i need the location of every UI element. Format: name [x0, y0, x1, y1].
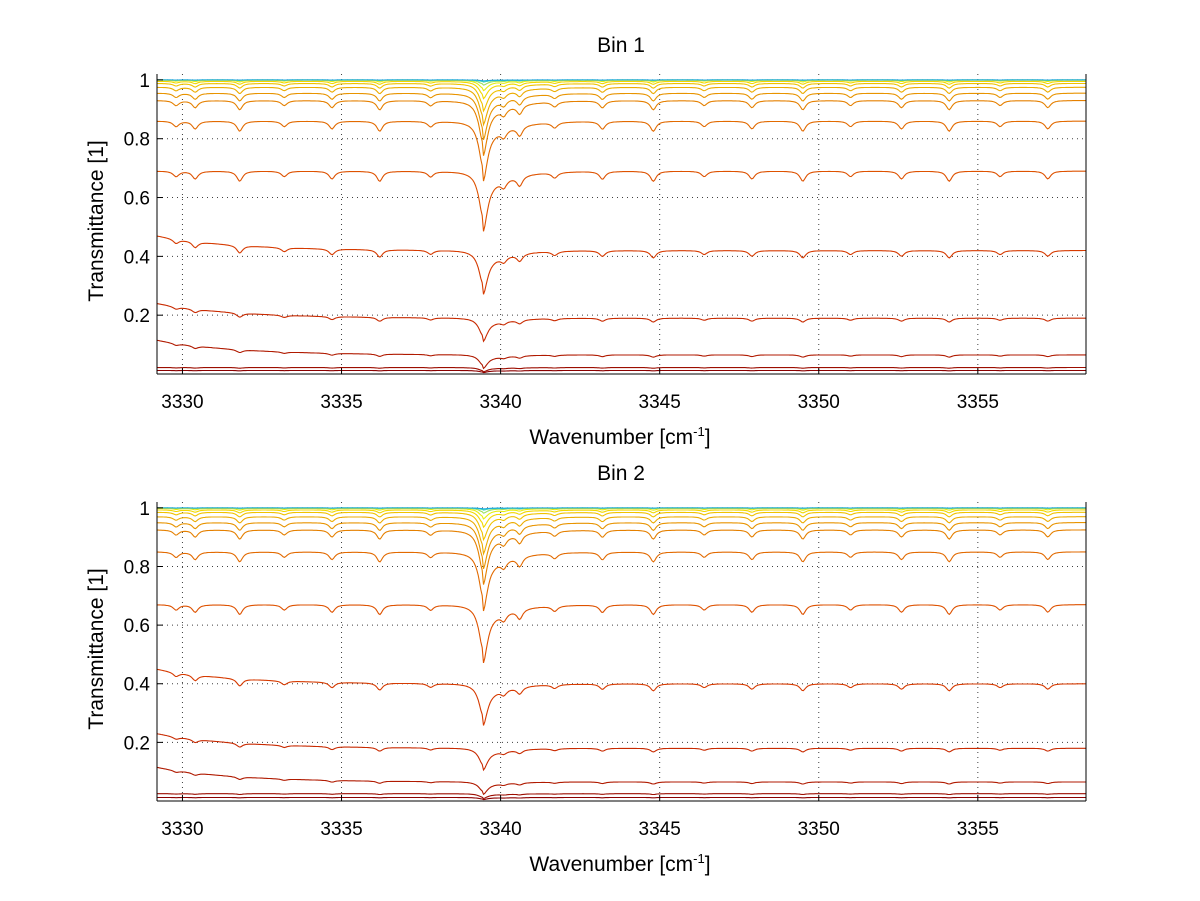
series-line: [156, 668, 1086, 726]
x-tick-label: 3345: [639, 819, 681, 840]
series-line: [156, 339, 1086, 370]
series-line: [156, 733, 1086, 772]
series-group: [156, 507, 1086, 801]
axes: [156, 502, 1087, 802]
x-axis-label: Wavenumber [cm-1]: [529, 424, 710, 449]
series-line: [157, 529, 1086, 585]
x-tick-label: 3335: [320, 819, 362, 840]
x-tick-label: 3350: [798, 392, 840, 413]
series-line: [157, 796, 1086, 801]
series-line: [157, 793, 1086, 800]
x-tick-label: 3355: [957, 392, 999, 413]
y-tick-label: 0.2: [124, 306, 150, 327]
series-group: [156, 79, 1086, 374]
y-tick-label: 0.4: [124, 247, 151, 268]
series-line: [157, 507, 1086, 520]
series-line: [157, 80, 1086, 100]
series-line: [156, 303, 1086, 343]
series-line: [156, 522, 1086, 569]
tick-labels: 3330 3335 3340 3345 3350 3355 0.2 0.4 0.6 0.8 1: [124, 71, 999, 413]
x-tick-label: 3355: [957, 819, 999, 840]
y-tick-label: 1: [139, 71, 150, 92]
x-tick-label: 3330: [161, 819, 203, 840]
y-tick-label: 0.2: [124, 733, 150, 754]
series-line: [156, 766, 1086, 796]
series-line: [156, 235, 1086, 295]
y-tick-label: 0.4: [124, 675, 151, 696]
series-line: [156, 92, 1086, 140]
x-axis-label-tail: ]: [705, 426, 711, 449]
series-line: [157, 79, 1086, 82]
series-line: [156, 120, 1086, 182]
series-line: [156, 82, 1086, 113]
x-axis-label-superscript: -1: [693, 851, 705, 866]
y-tick-label: 0.8: [124, 557, 150, 578]
y-tick-label: 1: [139, 499, 150, 520]
x-tick-label: 3345: [639, 392, 681, 413]
series-line: [156, 100, 1086, 156]
x-tick-label: 3350: [798, 819, 840, 840]
tick-labels: 3330 3335 3340 3345 3350 3355 0.2 0.4 0.6 0.8 1: [124, 499, 999, 840]
y-tick-label: 0.6: [124, 189, 150, 210]
series-line: [157, 509, 1086, 529]
y-axis-label: Transmittance [1]: [85, 140, 108, 301]
series-line: [156, 170, 1086, 232]
subplot-title: Bin 2: [597, 462, 645, 485]
axes: [156, 74, 1087, 375]
x-tick-label: 3330: [161, 392, 203, 413]
y-axis-label: Transmittance [1]: [85, 568, 108, 729]
x-axis-label-tail: ]: [705, 853, 711, 876]
x-axis-label-text: Wavenumber [cm: [529, 853, 693, 876]
x-tick-label: 3335: [320, 392, 362, 413]
series-line: [156, 516, 1086, 556]
x-tick-label: 3340: [479, 392, 521, 413]
series-line: [157, 369, 1086, 374]
x-axis-label: Wavenumber [cm-1]: [529, 851, 710, 876]
series-line: [157, 551, 1086, 612]
series-line: [157, 604, 1086, 664]
subplot-title: Bin 1: [597, 34, 645, 57]
series-line: [157, 511, 1086, 542]
subplot-bin-2: Bin 2 3330 3335 3340 3345 3350 3355 0.2 0.4 0.6 0…: [85, 462, 1087, 876]
series-line: [157, 86, 1086, 127]
series-line: [156, 366, 1086, 373]
subplot-bin-1: Bin 1 3330 3335 3340 3345 3350 3355 0.2 0.4 0.6 0…: [85, 34, 1087, 449]
y-tick-label: 0.8: [124, 130, 150, 151]
series-line: [157, 507, 1086, 510]
y-tick-label: 0.6: [124, 616, 150, 637]
x-tick-label: 3340: [479, 819, 521, 840]
x-axis-label-text: Wavenumber [cm: [529, 426, 693, 449]
x-axis-label-superscript: -1: [693, 424, 705, 439]
